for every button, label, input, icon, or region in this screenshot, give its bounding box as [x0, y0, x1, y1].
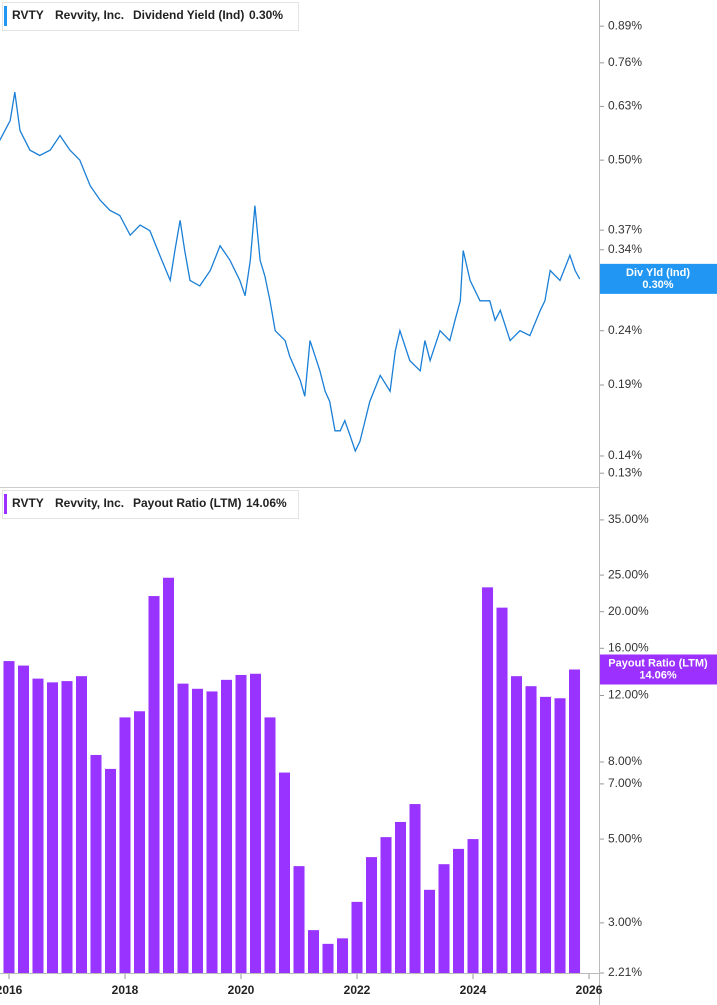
panel: 0.89% 0.76% 0.63% 0.50% 0.37% 0.34% 0.24% 0.19%… [0, 18, 717, 479]
bar [17, 665, 30, 973]
y-tick-label: 0.89% [608, 18, 642, 32]
x-tick-label: 2018 [112, 983, 139, 997]
bar [75, 676, 88, 973]
line [0, 91, 581, 453]
bar [235, 674, 247, 973]
x-tick-label: 2026 [576, 983, 603, 997]
series-name: Dividend Yield (Ind) [133, 8, 244, 22]
x-tick-label: 2024 [460, 983, 487, 997]
bar [540, 696, 552, 973]
bar [336, 938, 349, 973]
bar [525, 686, 537, 973]
bar [569, 669, 581, 973]
bar [307, 930, 320, 973]
bar [162, 577, 175, 973]
legend-box [2, 2, 299, 31]
x-tick-label: 2020 [228, 983, 255, 997]
bar [32, 678, 44, 973]
current-badge [600, 654, 717, 685]
bar [90, 754, 102, 973]
badge-value: 0.30% [642, 279, 673, 291]
y-tick-label: 0.76% [608, 55, 642, 69]
bar [206, 691, 218, 973]
badge-name: Payout Ratio (LTM) [608, 657, 708, 669]
y-tick-label: 7.00% [608, 776, 642, 790]
y-tick-label: 0.24% [608, 323, 642, 337]
y-tick-label: 16.00% [608, 640, 649, 654]
bar [46, 682, 59, 973]
bar [554, 698, 566, 973]
bar [380, 837, 392, 973]
bar [293, 866, 305, 973]
bar [511, 676, 523, 973]
bar [148, 596, 160, 973]
panel: 35.00% 25.00% 20.00% 16.00% 12.00% 8.00% 7.00%… [0, 512, 717, 997]
bar [278, 772, 291, 973]
ticker: RVTY [12, 496, 44, 510]
legend-box [2, 490, 299, 519]
y-tick-label: 0.19% [608, 377, 642, 391]
bar [119, 717, 131, 973]
x-tick-label: 2022 [344, 983, 371, 997]
y-tick-label: 20.00% [608, 604, 649, 618]
current-value: 0.30% [249, 8, 283, 22]
badge-value: 14.06% [639, 669, 677, 681]
current-value: 14.06% [246, 496, 287, 510]
y-tick-label: 0.37% [608, 222, 642, 236]
bar [322, 943, 334, 973]
legend: RVTY Revvity, Inc. Payout Ratio (LTM) 14… [2, 490, 299, 519]
company: Revvity, Inc. [55, 8, 124, 22]
bar [3, 661, 15, 973]
bar [249, 673, 262, 973]
y-tick-label: 0.14% [608, 448, 642, 462]
bar [482, 587, 494, 973]
bar [104, 768, 117, 973]
bar [191, 688, 204, 973]
badge-name: Div Yld (Ind) [626, 267, 690, 279]
bar [177, 683, 189, 973]
bar [496, 607, 508, 973]
bar [453, 848, 465, 973]
bar [366, 857, 378, 973]
legend-swatch [4, 494, 7, 514]
bar [133, 711, 146, 973]
bar [220, 679, 233, 973]
bar [438, 864, 450, 973]
legend: RVTY Revvity, Inc. Dividend Yield (Ind) … [2, 2, 299, 31]
current-badge [600, 263, 717, 294]
y-tick-label: 0.63% [608, 99, 642, 113]
bar [409, 804, 421, 973]
bar [351, 901, 363, 973]
bar [264, 717, 276, 973]
y-tick-label: 5.00% [608, 831, 642, 845]
company: Revvity, Inc. [55, 496, 124, 510]
y-tick-label: 2.21% [608, 965, 642, 979]
y-tick-label: 25.00% [608, 567, 649, 581]
y-tick-label: 0.34% [608, 242, 642, 256]
series-name: Payout Ratio (LTM) [133, 496, 241, 510]
bar [424, 889, 436, 973]
y-tick-label: 0.50% [608, 152, 642, 166]
ticker: RVTY [12, 8, 44, 22]
legend-swatch [4, 6, 7, 26]
y-tick-label: 12.00% [608, 688, 649, 702]
bar [395, 821, 407, 973]
y-tick-label: 8.00% [608, 754, 642, 768]
bar [467, 839, 479, 973]
x-tick-label: 2016 [0, 983, 23, 997]
y-tick-label: 35.00% [608, 512, 649, 526]
y-tick-label: 0.13% [608, 465, 642, 479]
y-tick-label: 3.00% [608, 915, 642, 929]
bar [61, 681, 73, 973]
